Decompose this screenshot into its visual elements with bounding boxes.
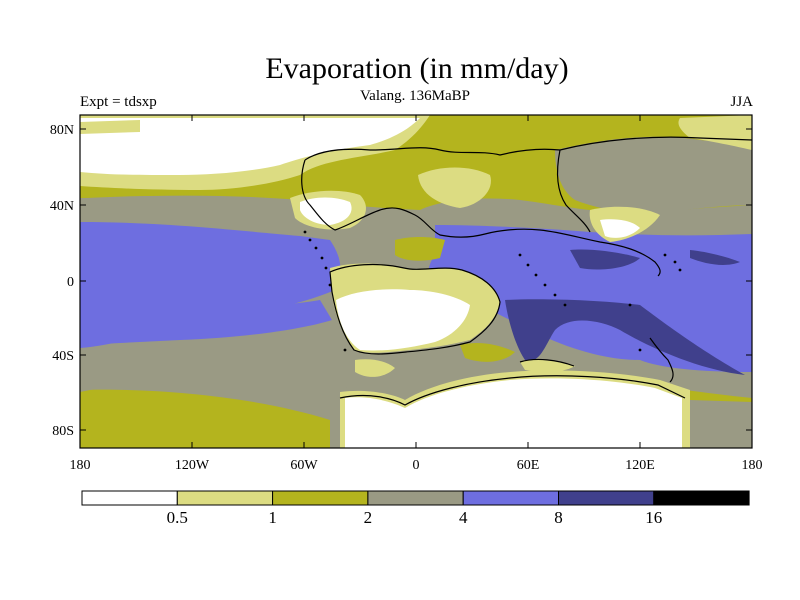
lon-label: 60E [517, 458, 540, 473]
season-label: JJA [730, 94, 753, 110]
lat-label: 80S [52, 424, 74, 439]
evaporation-field [80, 115, 752, 448]
lon-label: 60W [290, 458, 318, 473]
map-subtitle: Valang. 136MaBP [360, 88, 470, 104]
lat-label: 40S [52, 349, 74, 364]
lon-label: 180 [742, 458, 763, 473]
legend-swatch [81, 490, 178, 506]
legend-swatch [272, 490, 369, 506]
lon-label: 120E [625, 458, 655, 473]
lon-label: 0 [413, 458, 420, 473]
island-dots [303, 230, 682, 352]
axis-ticks [80, 115, 752, 448]
map-title: Evaporation (in mm/day) [265, 52, 569, 85]
legend-label: 2 [364, 508, 373, 527]
lon-label: 180 [70, 458, 91, 473]
legend-label: 16 [645, 508, 662, 527]
legend-label: 8 [554, 508, 563, 527]
lat-label: 80N [50, 123, 74, 138]
lat-label: 0 [67, 275, 74, 290]
legend-swatch [462, 490, 560, 506]
legend-swatch [653, 490, 750, 506]
lon-label: 120W [175, 458, 210, 473]
lat-label: 40N [50, 199, 74, 214]
color-legend: 0.5 1 2 4 8 16 [81, 490, 750, 527]
legend-swatch [367, 490, 464, 506]
legend-swatch [558, 490, 655, 506]
legend-label: 4 [459, 508, 468, 527]
legend-swatch [176, 490, 274, 506]
experiment-label: Expt = tdsxp [80, 94, 157, 110]
coastlines [301, 136, 752, 406]
legend-label: 0.5 [167, 508, 188, 527]
legend-label: 1 [268, 508, 277, 527]
